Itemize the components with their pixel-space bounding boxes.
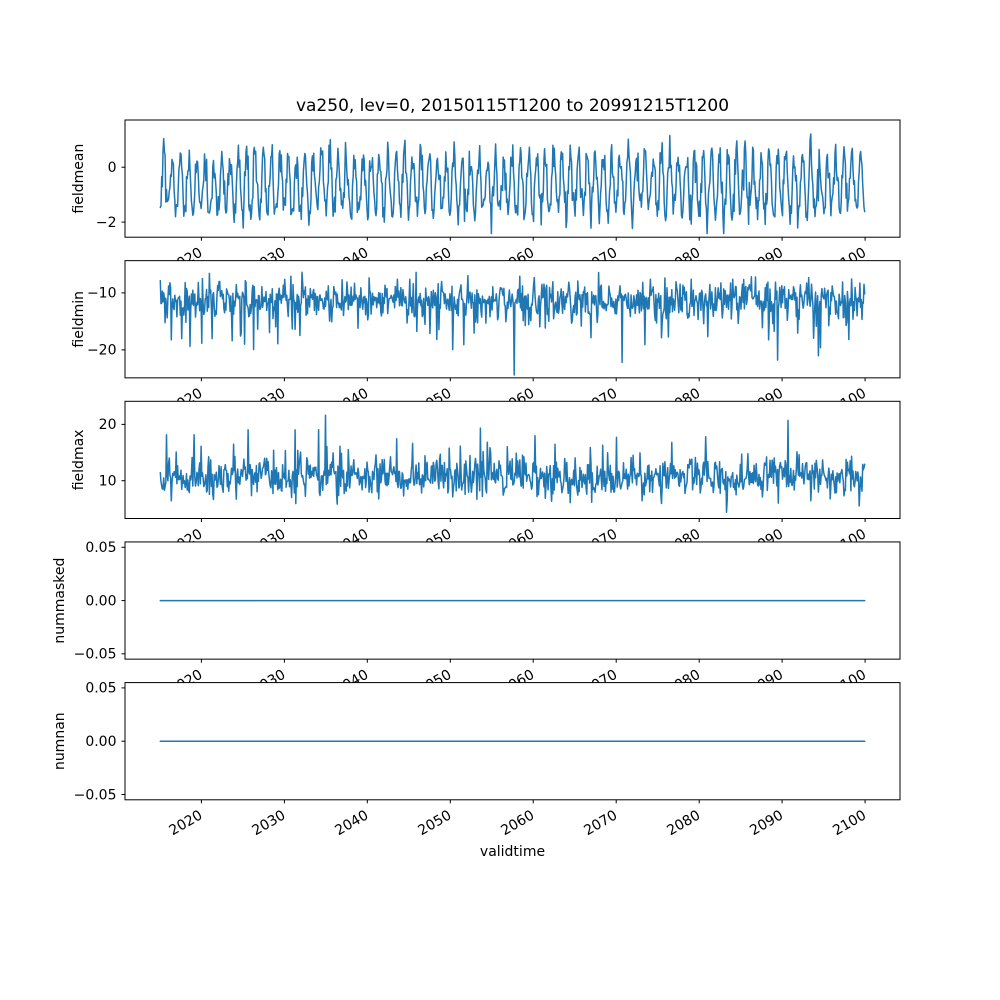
y-tick-label: 0.00: [85, 593, 116, 609]
y-tick-marks: [121, 292, 125, 351]
y-axis-label: fieldmin: [71, 291, 87, 348]
y-tick-label: −0.05: [74, 787, 117, 803]
y-axis-label: fieldmax: [71, 430, 87, 491]
y-tick-label: −20: [87, 343, 117, 359]
y-tick-label: −2: [96, 215, 117, 231]
x-tick-marks: [200, 799, 866, 804]
x-tick-marks: [200, 237, 866, 241]
y-tick-label: 20: [99, 417, 117, 433]
y-tick-labels: 0.05 0.00 −0.05: [74, 681, 117, 804]
x-tick-label: 2030: [250, 807, 289, 839]
x-tick-label: 2040: [332, 807, 371, 839]
subplot-fieldmean: 0−2 fieldmean 20202030204020502060207020…: [71, 119, 901, 276]
series-line: [159, 271, 866, 376]
y-tick-label: −10: [87, 286, 117, 302]
x-tick-label: 2020: [167, 807, 206, 839]
subplot-fieldmin: −10−20 fieldmin 202020302040205020602070…: [71, 260, 901, 417]
x-tick-marks: [200, 518, 866, 522]
y-tick-labels: 0 −2: [96, 160, 117, 231]
x-tick-marks: [200, 659, 866, 663]
x-axis-label: validtime: [480, 844, 545, 860]
y-tick-marks: [121, 546, 125, 655]
figure-title: va250, lev=0, 20150115T1200 to 20991215T…: [296, 96, 729, 116]
y-axis-label: numnan: [52, 712, 68, 770]
x-tick-labels: 2020 2030 2040 2050 2060 2070 2080 2090 2100: [167, 807, 870, 839]
subplot-nummasked: 0.050.00−0.05 nummasked 2020203020402050…: [52, 540, 901, 698]
y-tick-label: 0.05: [85, 681, 116, 697]
series-line: [159, 414, 866, 514]
x-tick-label: 2080: [664, 807, 703, 839]
x-tick-label: 2060: [498, 807, 537, 839]
x-tick-marks: [200, 377, 866, 382]
y-tick-label: −0.05: [74, 647, 117, 663]
y-tick-marks: [121, 687, 125, 795]
series-line: [159, 133, 866, 235]
x-tick-label: 2100: [830, 807, 869, 839]
y-tick-label: 0.05: [85, 540, 116, 556]
y-axis-label: nummasked: [52, 558, 68, 644]
y-tick-labels: 0.05 0.00 −0.05: [74, 540, 117, 663]
x-tick-label: 2070: [581, 807, 620, 839]
y-axis-label: fieldmean: [71, 144, 87, 214]
y-tick-label: 0.00: [85, 734, 116, 750]
x-tick-label: 2090: [747, 807, 786, 839]
y-tick-labels: −10 −20: [87, 286, 117, 359]
x-tick-label: 2050: [415, 807, 454, 839]
y-tick-marks: [121, 166, 125, 223]
subplot-numnan: 0.05 0.00 −0.05 numnan 2020 2030 2040 2050 206…: [52, 681, 901, 839]
y-tick-label: 0: [108, 160, 117, 176]
y-tick-marks: [121, 423, 125, 482]
y-tick-label: 10: [99, 474, 117, 490]
